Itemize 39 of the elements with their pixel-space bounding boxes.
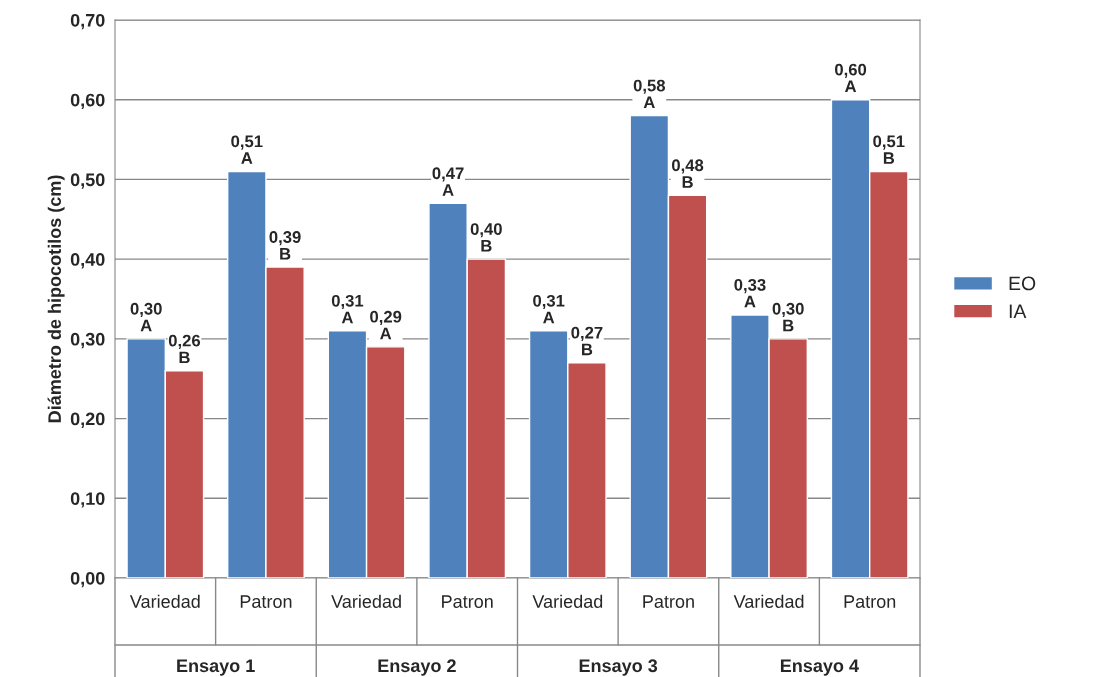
- data-label: 0,47 A: [432, 167, 464, 196]
- data-label: 0,33 A: [734, 278, 766, 308]
- x-tick-label: Patron: [240, 595, 292, 608]
- y-tick-label: 0,30: [70, 332, 105, 349]
- y-tick-label: 0,20: [70, 412, 105, 428]
- y-tick-label: 0,70: [70, 13, 105, 30]
- data-label: 0,58 A: [633, 79, 666, 109]
- data-label: 0,30 A: [130, 302, 162, 332]
- x-tick-label: Patron: [844, 595, 896, 608]
- x-tick-label: Variedad: [129, 594, 200, 608]
- y-tick-label: 0,00: [70, 571, 105, 588]
- x-tick-label: Patron: [442, 595, 493, 608]
- data-label: 0,48 B: [672, 159, 704, 188]
- data-label: 0,31 A: [331, 294, 364, 324]
- data-label: 0,29 A: [370, 310, 402, 340]
- x-tick-label: Variedad: [733, 594, 804, 608]
- y-tick-label: 0,60: [70, 93, 105, 110]
- y-axis-title: Diámetro de hipocotilos (cm): [47, 175, 65, 423]
- data-label: 0,31 A: [533, 294, 565, 324]
- y-tick-label: 0,50: [70, 173, 105, 189]
- data-label: 0,60 A: [835, 63, 867, 93]
- data-label: 0,27 B: [571, 326, 603, 356]
- x-tick-label: Variedad: [532, 594, 603, 608]
- text: Ensayo 4: [780, 659, 859, 676]
- text: Ensayo 2: [378, 659, 456, 676]
- text: Ensayo 1: [177, 659, 255, 676]
- data-label: 0,26 B: [168, 334, 201, 364]
- x-tick-label: Patron: [643, 595, 694, 608]
- data-label: 0,51 A: [231, 135, 263, 164]
- data-label: 0,40 B: [470, 223, 502, 252]
- data-label: 0,30 B: [772, 302, 804, 332]
- data-label: 0,51 B: [873, 135, 905, 164]
- x-tick-label: Variedad: [331, 594, 401, 608]
- legend-label: IA: [1009, 304, 1027, 318]
- y-tick-label: 0,10: [70, 492, 105, 508]
- legend-label: EO: [1009, 276, 1036, 291]
- y-tick-label: 0,40: [70, 253, 105, 269]
- data-label: 0,39 B: [269, 231, 301, 260]
- text: Ensayo 3: [579, 659, 658, 676]
